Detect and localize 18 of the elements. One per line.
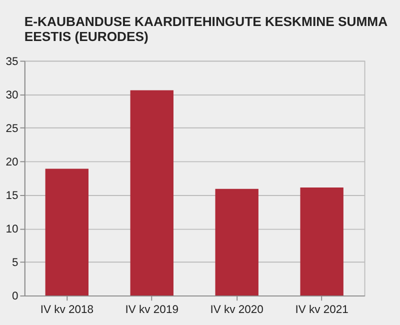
- y-tick-label: 0: [12, 290, 18, 303]
- y-tick-label: 20: [6, 156, 18, 169]
- y-tick-label: 5: [12, 257, 18, 270]
- x-tick-label: IV kv 2020: [210, 304, 264, 316]
- bar: [215, 188, 258, 296]
- bar: [45, 168, 88, 296]
- bar: [300, 188, 344, 296]
- text: EESTIS (EURODES): [24, 29, 148, 44]
- x-tick-label: IV kv 2019: [125, 304, 178, 316]
- text: E-KAUBANDUSE KAARDITEHINGUTE KESKMINE SUMMA: [24, 14, 388, 29]
- y-tick-label: 10: [6, 224, 18, 236]
- x-tick-label: IV kv 2018: [40, 304, 94, 316]
- y-tick-label: 30: [6, 90, 18, 102]
- y-tick-label: 25: [6, 123, 18, 136]
- bar: [130, 90, 174, 296]
- y-tick-label: 35: [6, 56, 18, 68]
- y-tick-label: 15: [6, 190, 18, 202]
- x-tick-label: IV kv 2021: [295, 304, 348, 316]
